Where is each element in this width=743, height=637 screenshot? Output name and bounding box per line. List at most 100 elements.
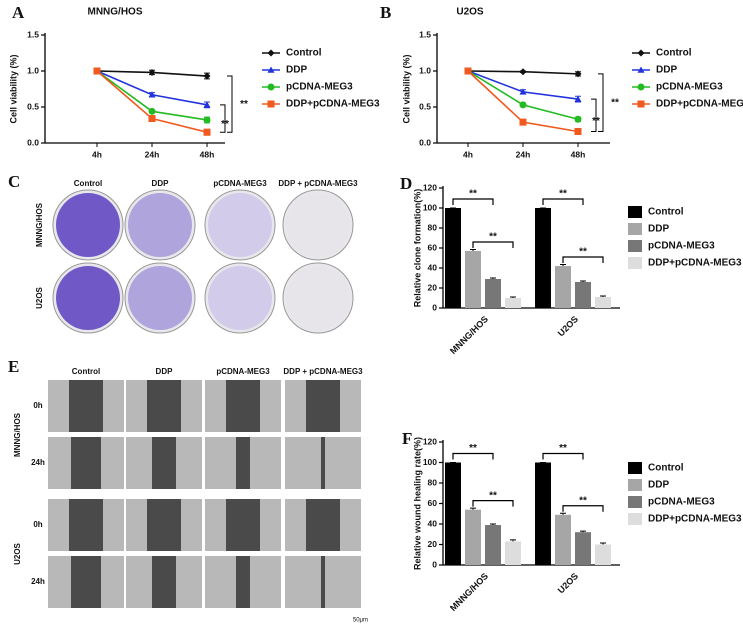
- row-label: MNNG/HOS: [35, 202, 44, 247]
- legend-label: Control: [286, 48, 322, 59]
- error-bar: [560, 264, 566, 266]
- error-bar: [490, 523, 496, 526]
- error-bar: [470, 249, 476, 251]
- marker: [519, 68, 527, 76]
- annotation: **: [559, 189, 567, 200]
- legend-label: DDP+pCDNA-MEG3: [648, 258, 742, 269]
- series-line: [96, 70, 208, 106]
- bar: [575, 282, 591, 308]
- bracket: [591, 98, 597, 132]
- marker: [574, 95, 582, 102]
- panel-letter: D: [400, 174, 412, 193]
- colonies: [56, 193, 120, 257]
- bar: [485, 279, 501, 308]
- legend-label: pCDNA-MEG3: [648, 241, 715, 252]
- legend-swatch: [628, 496, 642, 508]
- wound-gap: [306, 380, 340, 432]
- y-tick-label: 20: [428, 282, 438, 292]
- colonies: [286, 266, 350, 330]
- marker: [267, 66, 275, 73]
- error-bar: [580, 530, 586, 533]
- y-tick-label: 0.0: [419, 137, 431, 147]
- wound-gap: [71, 437, 101, 489]
- error-bar: [600, 295, 606, 297]
- colonies: [286, 193, 350, 257]
- x-tick-label: MNNG/HOS: [448, 571, 490, 613]
- annotation: **: [469, 443, 477, 454]
- marker: [93, 67, 101, 75]
- y-tick-label: 0.5: [27, 101, 39, 111]
- y-tick-label: 1.0: [419, 65, 431, 75]
- wound-gap: [152, 437, 176, 489]
- marker: [203, 101, 211, 108]
- marker: [267, 83, 275, 91]
- marker: [637, 100, 645, 108]
- row-label: 0h: [33, 520, 42, 529]
- x-tick-label: MNNG/HOS: [448, 314, 490, 356]
- marker: [148, 68, 156, 76]
- colonies: [208, 193, 272, 257]
- marker: [203, 128, 211, 136]
- legend-label: DDP+pCDNA-MEG3: [656, 99, 743, 110]
- error-bar: [490, 277, 496, 279]
- panel-letter: E: [8, 357, 19, 376]
- y-tick-label: 80: [428, 222, 438, 232]
- legend-label: DDP: [286, 65, 307, 76]
- y-axis-label: Cell viability (%): [401, 54, 411, 123]
- row-label: U2OS: [35, 286, 44, 308]
- wound-gap: [236, 556, 250, 608]
- marker: [148, 91, 156, 98]
- y-tick-label: 0: [432, 302, 437, 312]
- marker: [203, 72, 211, 80]
- x-tick-label: 48h: [200, 149, 215, 159]
- bracket: [542, 452, 584, 460]
- series-line: [467, 70, 579, 121]
- bar: [595, 297, 611, 308]
- error-bar: [580, 280, 586, 282]
- marker: [267, 49, 275, 57]
- bracket: [542, 198, 584, 205]
- marker: [574, 115, 582, 123]
- error-bar: [510, 539, 516, 542]
- annotation: **: [579, 495, 587, 506]
- legend-swatch: [628, 479, 642, 491]
- legend-swatch: [628, 206, 642, 218]
- wound-gap: [321, 437, 325, 489]
- error-bar: [600, 542, 606, 545]
- marker: [519, 101, 527, 109]
- legend-swatch: [628, 462, 642, 474]
- x-tick-label: 4h: [463, 149, 473, 159]
- bar: [445, 208, 461, 308]
- bracket: [452, 452, 494, 460]
- marker: [574, 70, 582, 78]
- bracket: [562, 256, 604, 263]
- legend-label: pCDNA-MEG3: [648, 497, 715, 508]
- bar: [535, 208, 551, 308]
- bar: [505, 298, 521, 308]
- chart-title: MNNG/HOS: [88, 7, 143, 18]
- y-tick-label: 100: [423, 202, 437, 212]
- annotation: **: [489, 232, 497, 243]
- annotation: **: [489, 490, 497, 501]
- bar: [445, 462, 461, 565]
- column-label: DDP + pCDNA-MEG3: [283, 367, 363, 376]
- panel-letter: F: [402, 429, 412, 448]
- legend-label: Control: [648, 207, 684, 218]
- y-tick-label: 0: [432, 559, 437, 569]
- annotation: **: [611, 97, 619, 108]
- y-tick-label: 40: [428, 518, 438, 528]
- column-label: pCDNA-MEG3: [216, 367, 270, 376]
- error-bar: [560, 512, 566, 515]
- wound-gap: [147, 380, 181, 432]
- scale-label: 50μm: [353, 618, 368, 624]
- legend-label: pCDNA-MEG3: [286, 82, 353, 93]
- bracket: [452, 198, 494, 205]
- group-label: MNNG/HOS: [13, 412, 22, 457]
- marker: [203, 116, 211, 124]
- x-tick-label: 24h: [145, 149, 160, 159]
- colonies: [56, 266, 120, 330]
- x-tick-label: 24h: [516, 149, 531, 159]
- legend-swatch: [628, 513, 642, 525]
- legend-label: Control: [648, 463, 684, 474]
- x-tick-label: 4h: [92, 149, 102, 159]
